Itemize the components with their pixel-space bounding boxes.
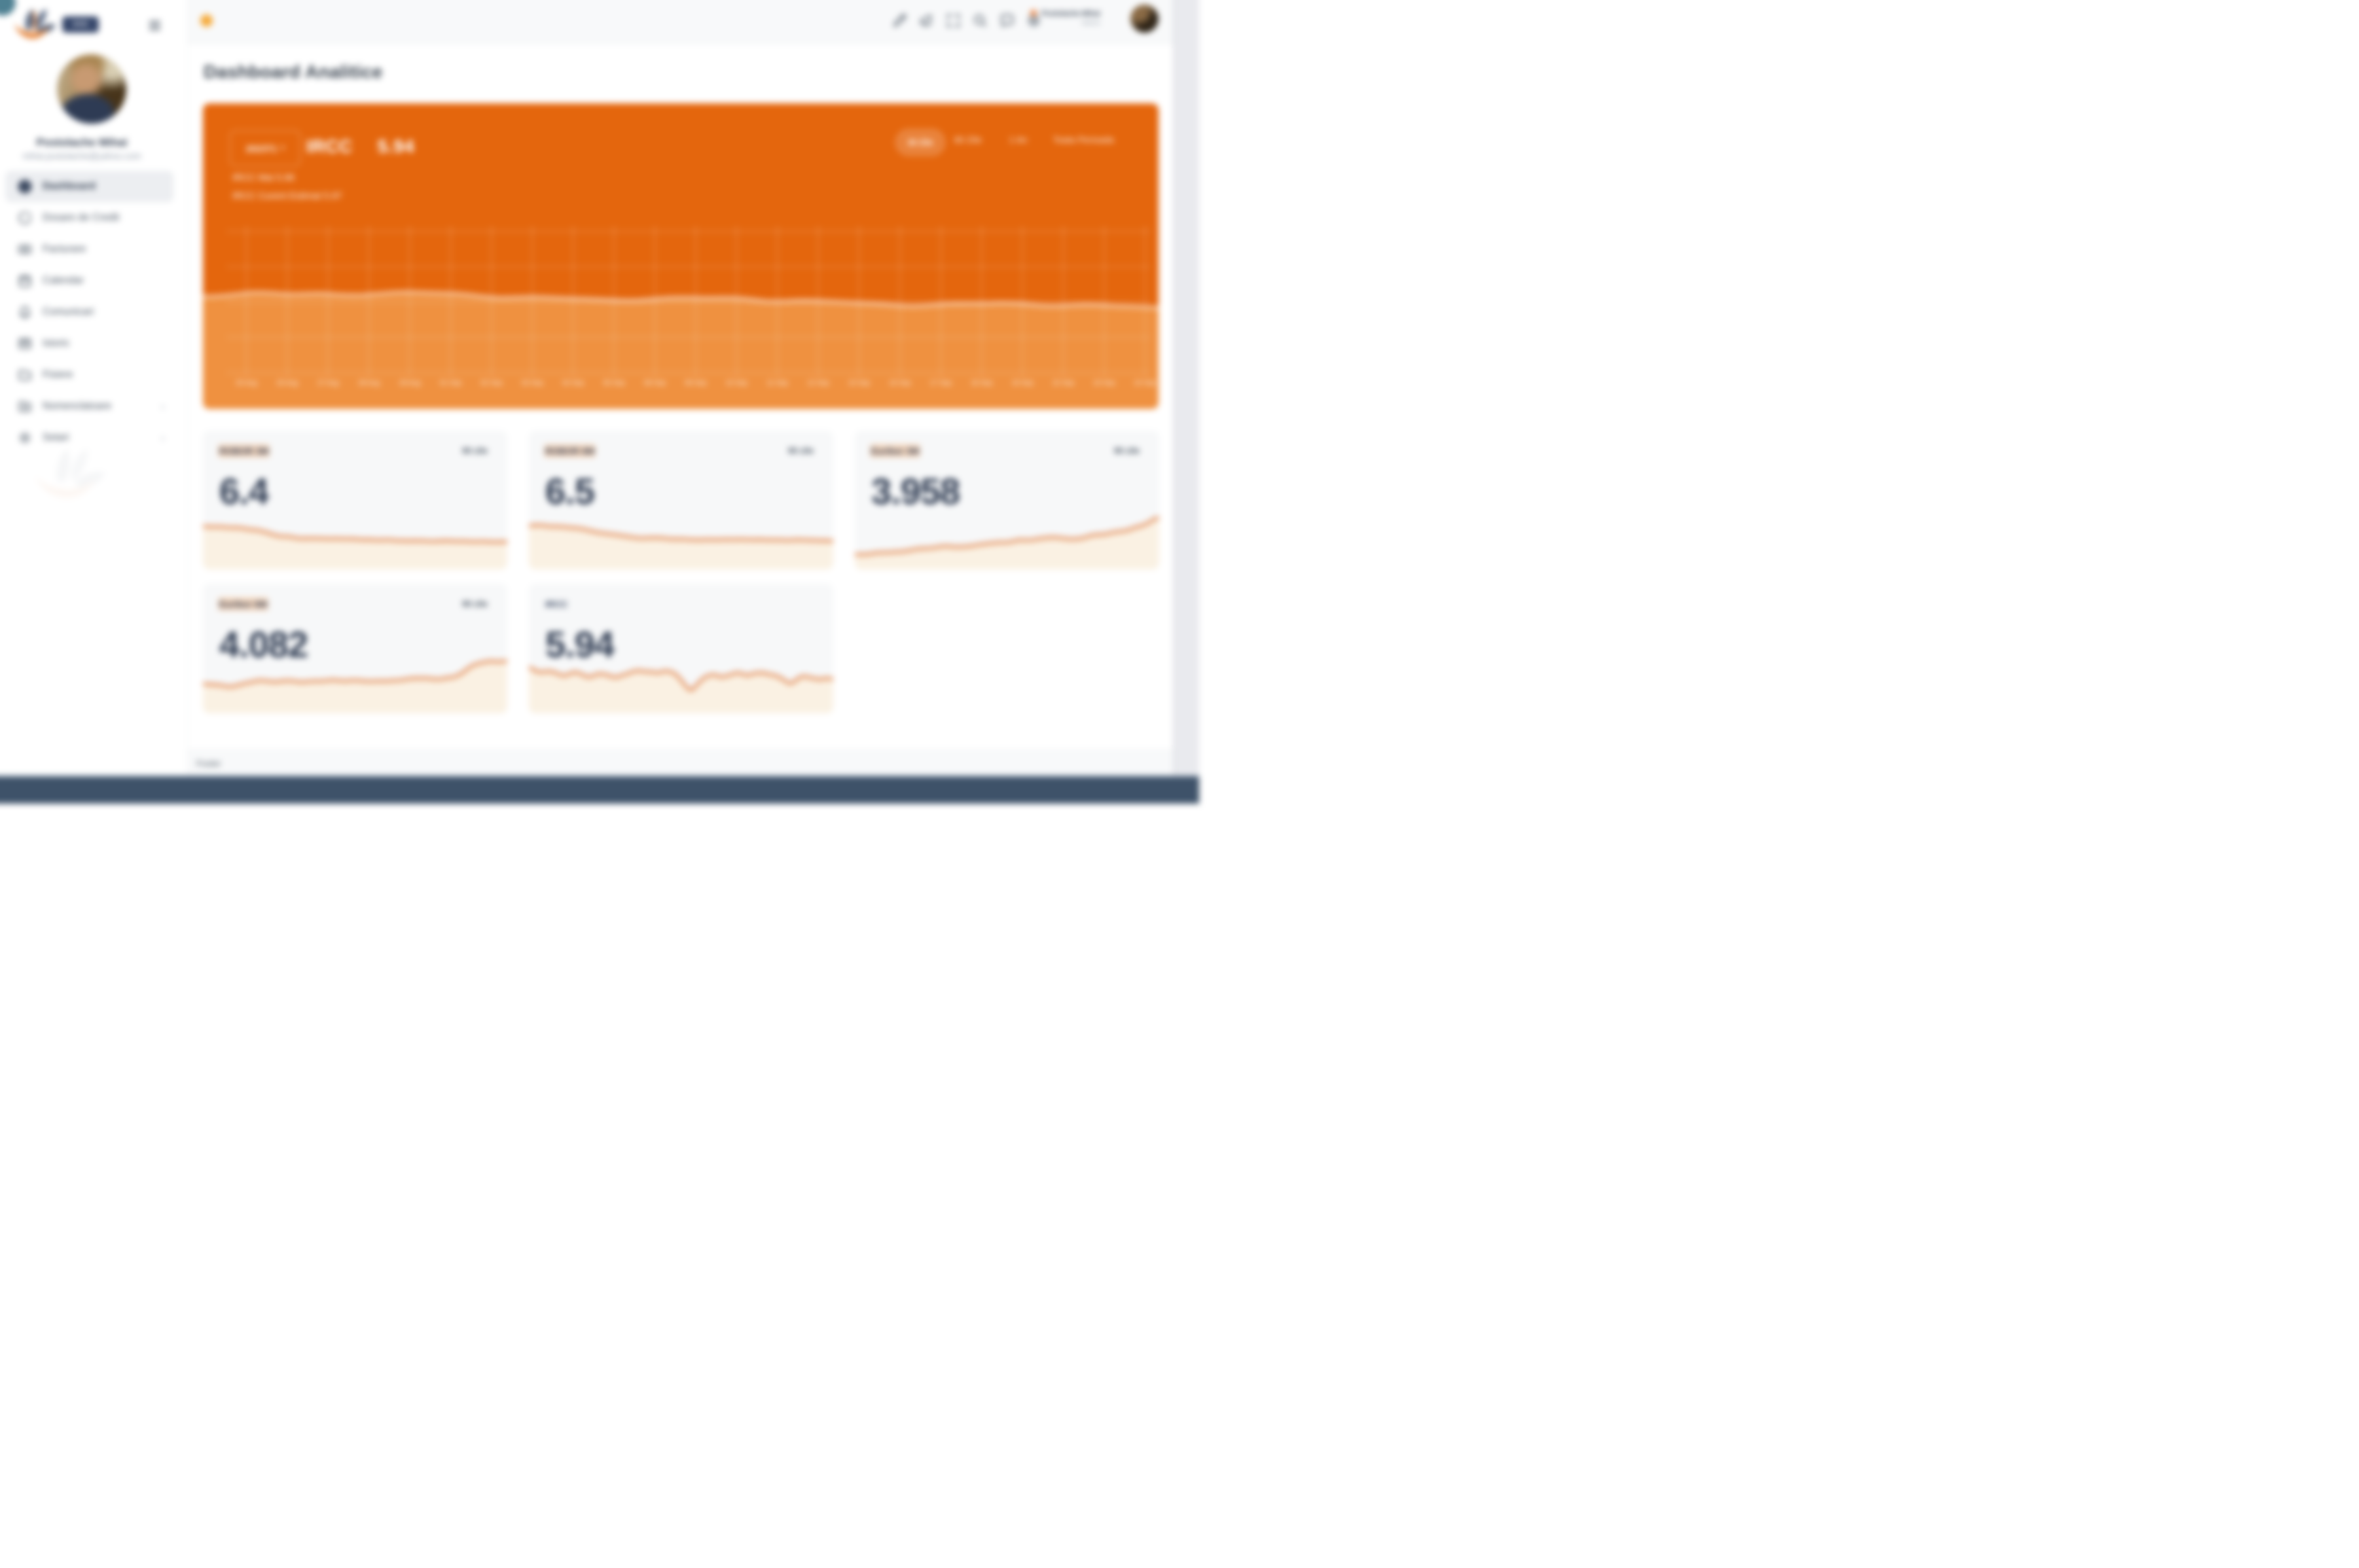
svg-text:25 Aug: 25 Aug: [236, 379, 257, 387]
svg-text:10 Sep: 10 Sep: [726, 379, 747, 387]
svg-text:17 Sep: 17 Sep: [930, 379, 952, 387]
svg-text:12 Sep: 12 Sep: [807, 379, 829, 387]
svg-text:01 Sep: 01 Sep: [440, 379, 461, 387]
svg-text:28 Aug: 28 Aug: [358, 379, 380, 387]
svg-text:11 Sep: 11 Sep: [766, 379, 788, 387]
svg-text:22 Sep: 22 Sep: [1053, 379, 1074, 387]
svg-text:16 Sep: 16 Sep: [889, 379, 910, 387]
svg-text:26 Aug: 26 Aug: [277, 379, 298, 387]
svg-text:02 Sep: 02 Sep: [480, 379, 502, 387]
svg-text:29 Aug: 29 Aug: [399, 379, 421, 387]
svg-text:09 Sep: 09 Sep: [685, 379, 706, 387]
svg-text:23 Sep: 23 Sep: [1093, 379, 1115, 387]
svg-text:05 Sep: 05 Sep: [603, 379, 624, 387]
svg-text:04 Sep: 04 Sep: [562, 379, 584, 387]
svg-text:19 Sep: 19 Sep: [1011, 379, 1033, 387]
svg-text:24 Sep: 24 Sep: [1134, 379, 1156, 387]
svg-text:15 Sep: 15 Sep: [848, 379, 870, 387]
svg-text:27 Aug: 27 Aug: [317, 379, 339, 387]
svg-text:08 Sep: 08 Sep: [644, 379, 666, 387]
svg-text:18 Sep: 18 Sep: [971, 379, 992, 387]
svg-text:03 Sep: 03 Sep: [522, 379, 543, 387]
